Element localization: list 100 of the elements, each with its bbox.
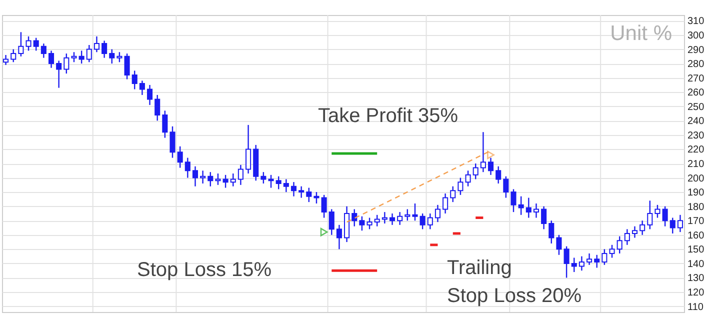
y-tick-label: 150 xyxy=(688,244,705,256)
y-tick-label: 310 xyxy=(688,16,705,28)
candlestick xyxy=(306,187,312,203)
candlestick xyxy=(154,94,160,122)
candlestick xyxy=(230,172,236,187)
candlestick xyxy=(366,217,372,230)
candlestick xyxy=(10,48,16,63)
candlestick xyxy=(602,248,608,266)
candlestick xyxy=(124,52,130,80)
y-tick-label: 130 xyxy=(688,273,705,284)
candlestick xyxy=(480,131,486,173)
candlestick xyxy=(640,220,646,236)
candlestick xyxy=(48,50,54,68)
annotation: Take Profit 35% xyxy=(318,105,458,127)
candlestick xyxy=(442,192,448,214)
candlestick xyxy=(78,50,84,64)
candlestick xyxy=(578,256,584,272)
candlestick xyxy=(397,211,403,226)
candlestick xyxy=(162,110,168,138)
candlestick xyxy=(503,176,509,198)
candlestick xyxy=(33,37,39,52)
annotation: Trailing Stop Loss 20% xyxy=(447,257,582,307)
candlestick xyxy=(389,212,396,226)
candlestick xyxy=(71,52,77,63)
candlestick xyxy=(283,178,289,193)
candlestick xyxy=(677,214,683,233)
candlestick xyxy=(594,254,600,268)
y-tick-label: 190 xyxy=(688,188,705,199)
candlestick xyxy=(556,234,562,256)
candlestick xyxy=(3,54,9,66)
candlestick xyxy=(632,226,638,238)
y-tick-label: 290 xyxy=(688,44,705,56)
candlestick xyxy=(616,236,622,254)
candlestick xyxy=(298,186,304,198)
candlestick xyxy=(374,214,380,227)
candlestick xyxy=(276,176,282,190)
candlestick xyxy=(321,194,327,218)
candlestick xyxy=(662,206,668,227)
candlestick xyxy=(571,257,577,273)
candlestick xyxy=(86,44,92,63)
candlestick xyxy=(222,174,228,188)
y-tick-label: 140 xyxy=(688,258,705,270)
candlestick xyxy=(496,166,502,184)
candlestick xyxy=(238,164,244,186)
y-tick-label: 210 xyxy=(688,159,705,170)
y-tick-label: 170 xyxy=(688,216,705,228)
candlestick xyxy=(670,217,676,234)
y-tick-label: 180 xyxy=(688,202,705,213)
y-tick-label: 220 xyxy=(688,144,705,156)
y-tick-label: 120 xyxy=(688,288,705,299)
candlestick xyxy=(208,171,214,187)
candlestick xyxy=(94,36,100,53)
candlestick xyxy=(64,52,70,74)
y-tick-label: 280 xyxy=(688,59,705,70)
candlestick xyxy=(518,196,524,216)
candlestick xyxy=(290,181,297,197)
candlestick xyxy=(40,42,46,58)
candlestick xyxy=(427,212,433,230)
candlestick xyxy=(314,191,320,204)
annotation: Stop Loss 15% xyxy=(137,259,272,281)
candlestick xyxy=(102,40,108,58)
y-tick-label: 260 xyxy=(688,88,705,99)
candlestick xyxy=(109,48,115,64)
candlestick xyxy=(268,174,274,188)
candlestick xyxy=(246,124,252,174)
candlestick xyxy=(139,80,145,96)
candlestick xyxy=(586,252,592,266)
y-tick-label: 110 xyxy=(688,302,704,313)
candlestick xyxy=(184,157,190,178)
candlestick xyxy=(215,172,221,186)
y-tick-label: 250 xyxy=(688,102,705,113)
candlestick xyxy=(510,188,516,213)
candlestick xyxy=(336,224,342,250)
candlestick xyxy=(18,32,24,58)
candlestick xyxy=(404,208,410,222)
y-tick-label: 300 xyxy=(688,30,705,42)
candlestick xyxy=(564,246,570,278)
candlestick xyxy=(132,70,138,90)
y-tick-label: 200 xyxy=(688,173,705,184)
candlestick xyxy=(56,60,62,88)
candlestick xyxy=(177,146,183,168)
candlestick xyxy=(472,162,478,180)
annotation: Unit % xyxy=(610,22,672,45)
candlestick xyxy=(526,197,532,218)
y-tick-label: 270 xyxy=(688,73,705,84)
candlestick xyxy=(352,208,358,227)
candlestick xyxy=(192,166,198,187)
candlestick xyxy=(654,204,660,218)
candlestick xyxy=(465,170,471,187)
candlestick xyxy=(328,208,334,236)
candlestick xyxy=(116,52,122,63)
candlestick xyxy=(647,200,653,230)
y-tick-label: 240 xyxy=(688,116,705,128)
candlestick xyxy=(26,36,32,52)
candlestick xyxy=(548,220,554,244)
candlestick xyxy=(412,202,418,222)
y-tick-label: 160 xyxy=(688,230,705,242)
candlestick xyxy=(359,216,365,232)
candlestick xyxy=(533,202,540,218)
candlestick xyxy=(624,228,630,246)
